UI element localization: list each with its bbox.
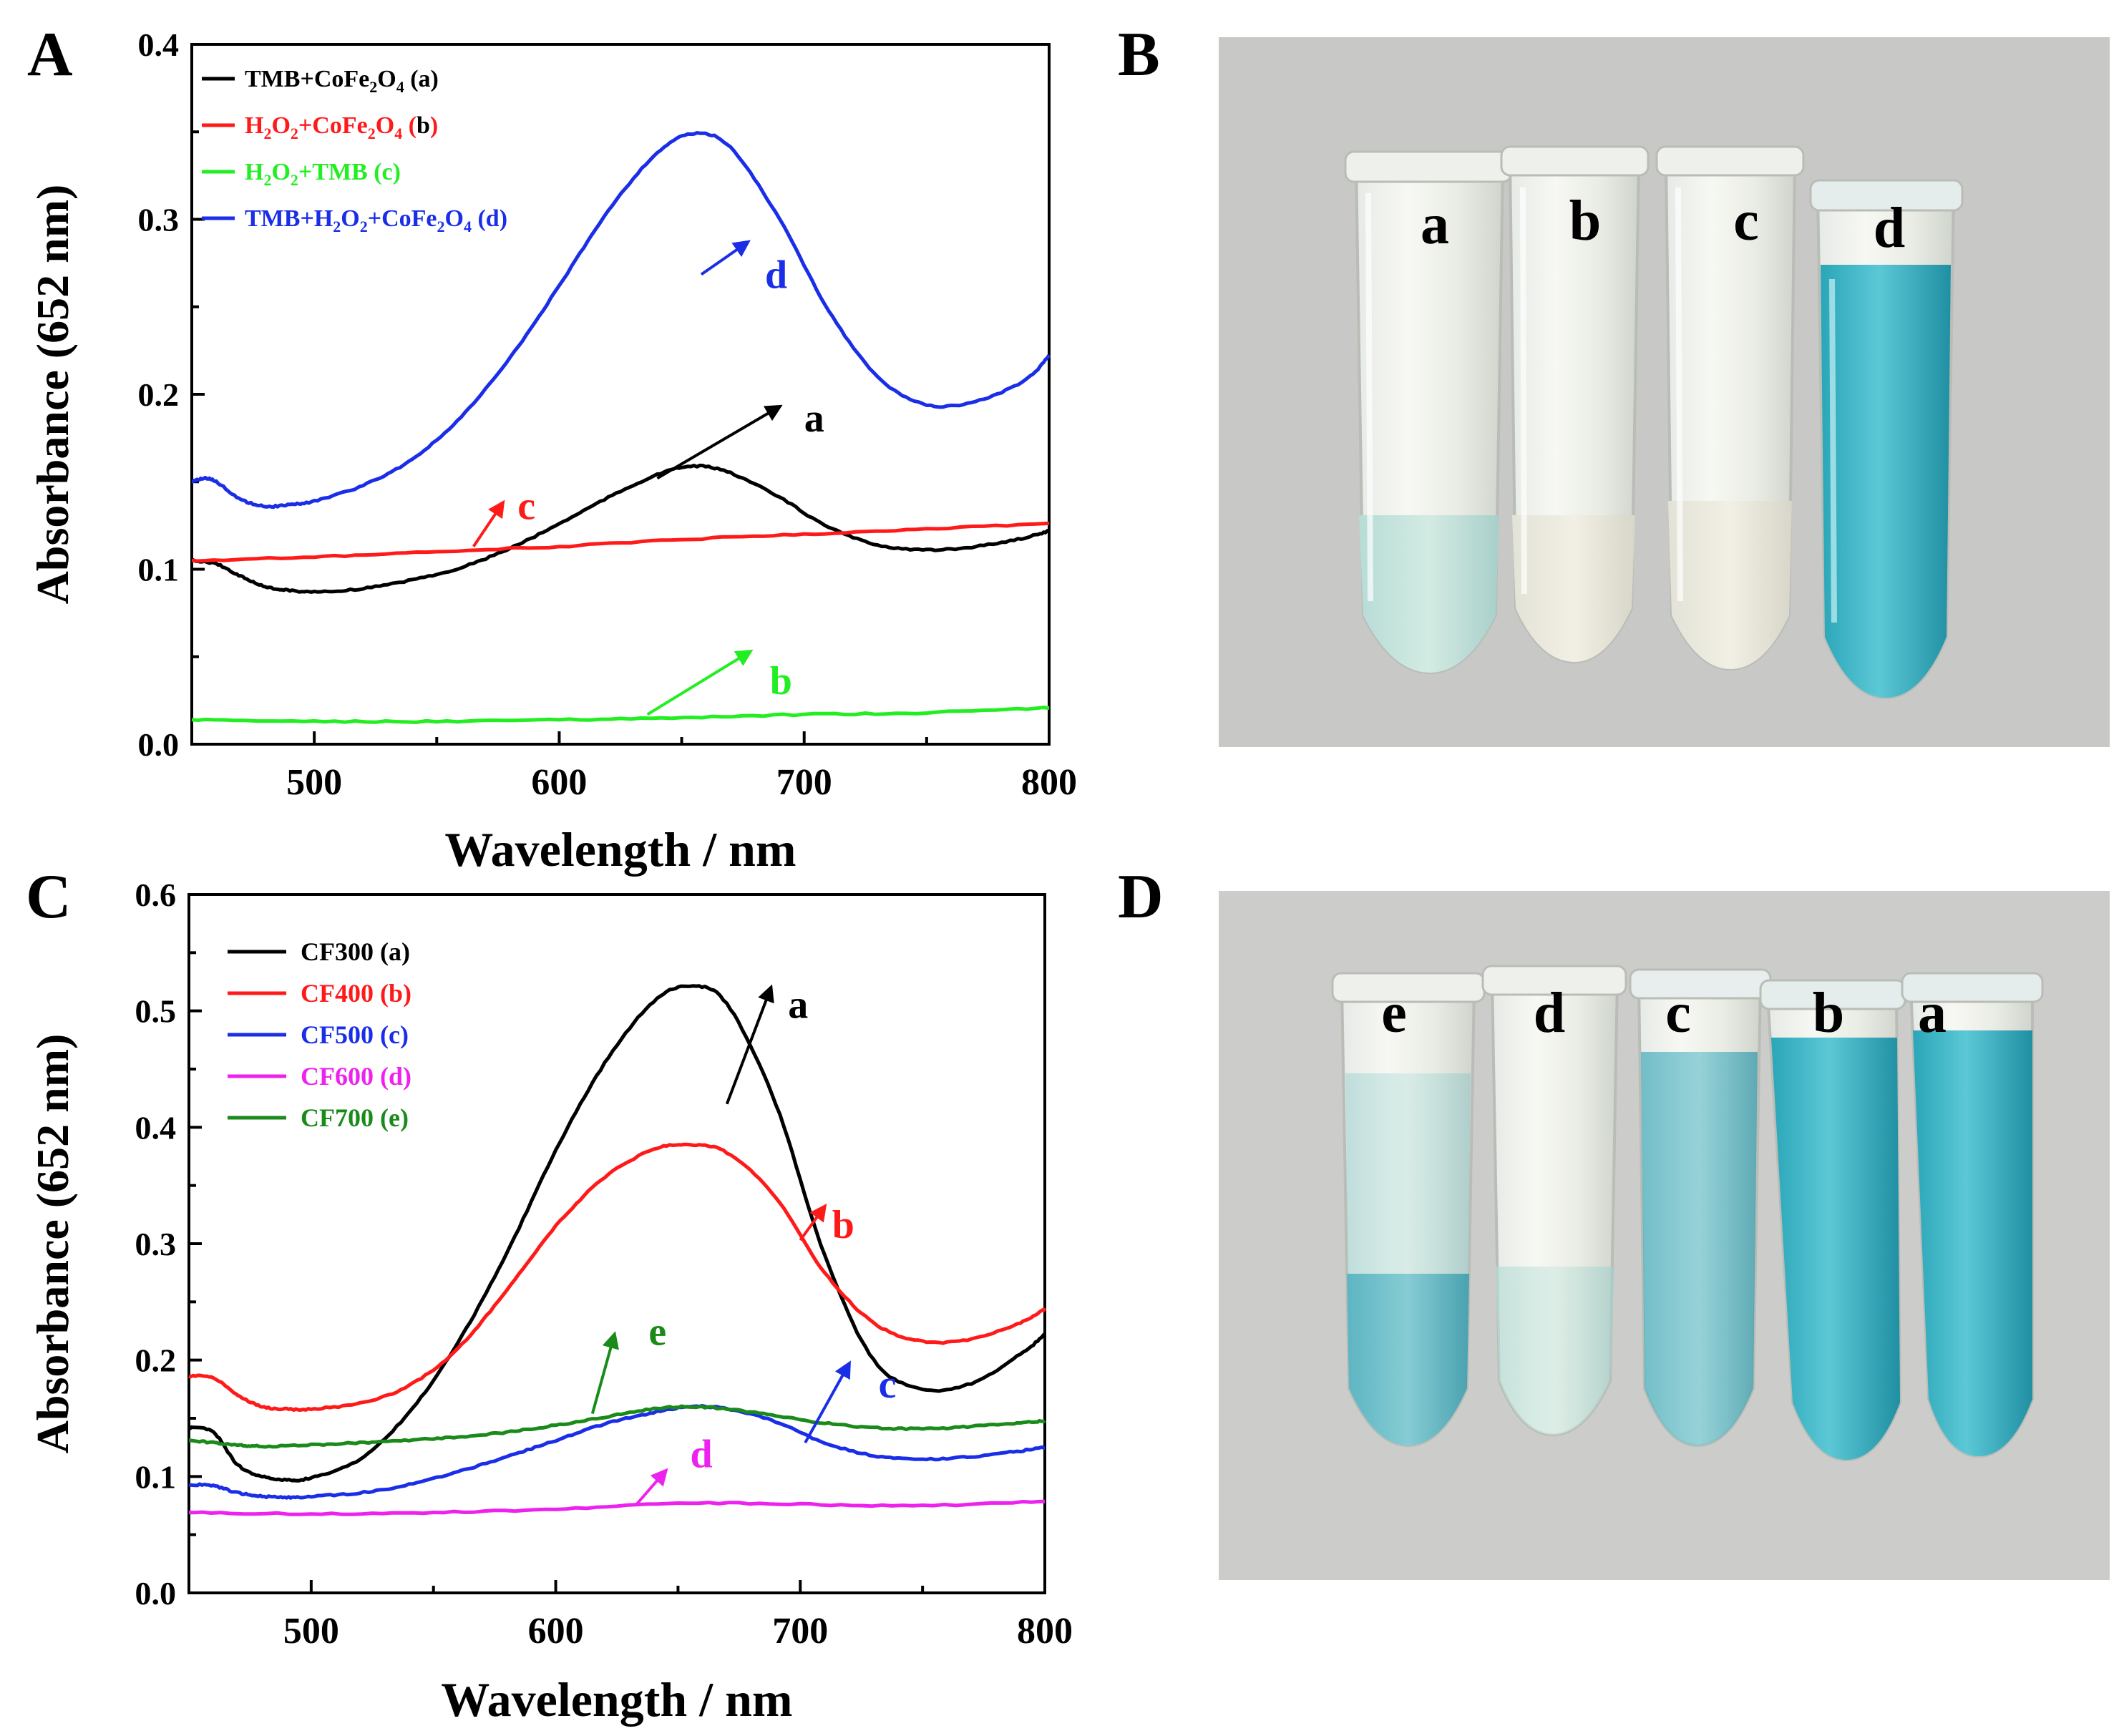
series-group-a xyxy=(190,131,1051,724)
y-tick-label: 0.4 xyxy=(135,1109,177,1146)
x-tick-label: 800 xyxy=(1017,1611,1073,1652)
y-tick-label: 0.4 xyxy=(138,26,180,63)
tube-a xyxy=(1344,150,1513,675)
legend-entry: CF500 (c) xyxy=(301,1020,409,1049)
photo-d: D xyxy=(1118,862,2110,1580)
tube-d xyxy=(1809,179,1964,700)
x-tick-label: 600 xyxy=(531,762,587,803)
series-group-c xyxy=(187,984,1047,1516)
tube-b xyxy=(1759,979,1906,1462)
series-line-b xyxy=(191,521,1050,563)
tube-c xyxy=(1655,145,1805,671)
tube-label: a xyxy=(1918,982,1947,1045)
legend-c: CF300 (a) CF400 (b) CF500 (c) CF600 (d) CF70… xyxy=(228,937,411,1132)
y-tick-label: 0.3 xyxy=(135,1226,177,1262)
annotation-label: d xyxy=(765,253,787,298)
panel-letter-c: C xyxy=(26,862,72,932)
y-tick-label: 0.1 xyxy=(135,1458,177,1495)
y-tick-label: 0.3 xyxy=(138,202,180,238)
annotation-arrow xyxy=(646,649,754,716)
legend-entry: CF300 (a) xyxy=(301,937,410,966)
annotation-arrow xyxy=(804,1360,851,1444)
legend-entry: TMB+CoFe2O4 (a) xyxy=(245,66,439,96)
x-tick-label: 500 xyxy=(286,762,342,803)
legend-entry: TMB+H2O2+CoFe2O4 (d) xyxy=(245,205,507,235)
tube-label: d xyxy=(1534,982,1566,1045)
chart-a: A 500 600 700 800 0.0 0.1 0.2 0.3 0.4 d a c b TMB+C… xyxy=(27,20,1077,877)
tube-label: b xyxy=(1813,982,1845,1045)
annotations-c: a b e c d xyxy=(590,983,897,1506)
photo-b: B a b xyxy=(1118,20,2110,747)
axis-ticks-a: 500 600 700 800 0.0 0.1 0.2 0.3 0.4 xyxy=(138,26,1078,803)
annotations-a: d a c b xyxy=(472,240,824,716)
tube-e xyxy=(1331,972,1486,1448)
x-tick-label: 600 xyxy=(528,1611,584,1652)
legend-entry: CF400 (b) xyxy=(301,979,411,1008)
annotation-arrow xyxy=(799,1204,827,1242)
series-line-e xyxy=(188,1404,1046,1449)
y-tick-label: 0.5 xyxy=(135,993,177,1030)
tube-b xyxy=(1500,145,1650,664)
annotation-arrow xyxy=(472,499,505,547)
tube-label: d xyxy=(1874,197,1906,260)
annotation-label: a xyxy=(788,983,808,1028)
annotation-arrow xyxy=(590,1331,620,1415)
annotation-label: e xyxy=(648,1310,666,1355)
tube-label: e xyxy=(1381,982,1407,1045)
y-tick-label: 0.0 xyxy=(138,726,180,763)
tube-label: a xyxy=(1421,193,1449,256)
tube-label: c xyxy=(1665,982,1691,1045)
y-tick-label: 0.2 xyxy=(135,1342,177,1379)
photo-b-shade xyxy=(1219,37,2110,747)
axis-ticks-c: 500 600 700 800 0.0 0.1 0.2 0.3 0.4 0.5 0.6 xyxy=(135,877,1073,1652)
annotation-arrow xyxy=(656,404,783,480)
annotation-label: b xyxy=(770,659,792,703)
x-tick-label: 800 xyxy=(1021,762,1077,803)
annotation-label: d xyxy=(691,1432,713,1476)
legend-a: TMB+CoFe2O4 (a) H2O2+CoFe2O4 (b) H2O2+TM… xyxy=(202,66,507,235)
annotation-label: c xyxy=(517,484,535,528)
tube-c xyxy=(1629,968,1772,1448)
x-axis-label-c: Wavelength / nm xyxy=(441,1672,792,1727)
legend-entry: H2O2+CoFe2O4 (b) xyxy=(245,112,438,142)
annotation-arrow xyxy=(635,1468,668,1506)
annotation-label: b xyxy=(832,1203,854,1247)
y-tick-label: 0.2 xyxy=(138,376,180,413)
series-line-c xyxy=(188,1404,1046,1500)
legend-entry: CF700 (e) xyxy=(301,1103,409,1132)
legend-entry: CF600 (d) xyxy=(301,1062,411,1091)
legend-entry: H2O2+TMB (c) xyxy=(245,159,401,189)
y-axis-label-c: Absorbance (652 nm) xyxy=(27,1034,78,1454)
x-axis-label-a: Wavelength / nm xyxy=(444,822,796,877)
tube-a xyxy=(1901,972,2044,1458)
tube-label: b xyxy=(1569,190,1602,253)
y-tick-label: 0.0 xyxy=(135,1575,177,1611)
chart-c: C 500 600 700 800 0.0 0.1 0.2 0.3 0.4 0.5 0.6 a b e c… xyxy=(26,862,1073,1727)
plot-frame-a xyxy=(190,43,1051,746)
series-line-d xyxy=(189,1499,1046,1516)
annotation-arrow xyxy=(700,240,751,276)
series-line-b xyxy=(188,1142,1047,1412)
tube-d xyxy=(1481,965,1627,1437)
x-tick-label: 700 xyxy=(776,762,832,803)
x-tick-label: 700 xyxy=(772,1611,828,1652)
y-tick-label: 0.1 xyxy=(138,552,180,588)
annotation-label: a xyxy=(804,396,824,441)
annotation-label: c xyxy=(879,1362,897,1407)
y-axis-label-a: Absorbance (652 nm) xyxy=(27,185,78,605)
annotation-arrow xyxy=(725,984,774,1105)
series-line-d xyxy=(190,131,1051,509)
series-line-a xyxy=(190,463,1051,594)
series-line-c xyxy=(191,706,1050,724)
tube-label: c xyxy=(1733,190,1759,253)
panel-letter-b: B xyxy=(1118,20,1160,89)
panel-letter-a: A xyxy=(27,20,73,89)
panel-letter-d: D xyxy=(1118,862,1164,932)
x-tick-label: 500 xyxy=(283,1611,339,1652)
series-line-a xyxy=(187,984,1046,1483)
y-tick-label: 0.6 xyxy=(135,877,177,913)
